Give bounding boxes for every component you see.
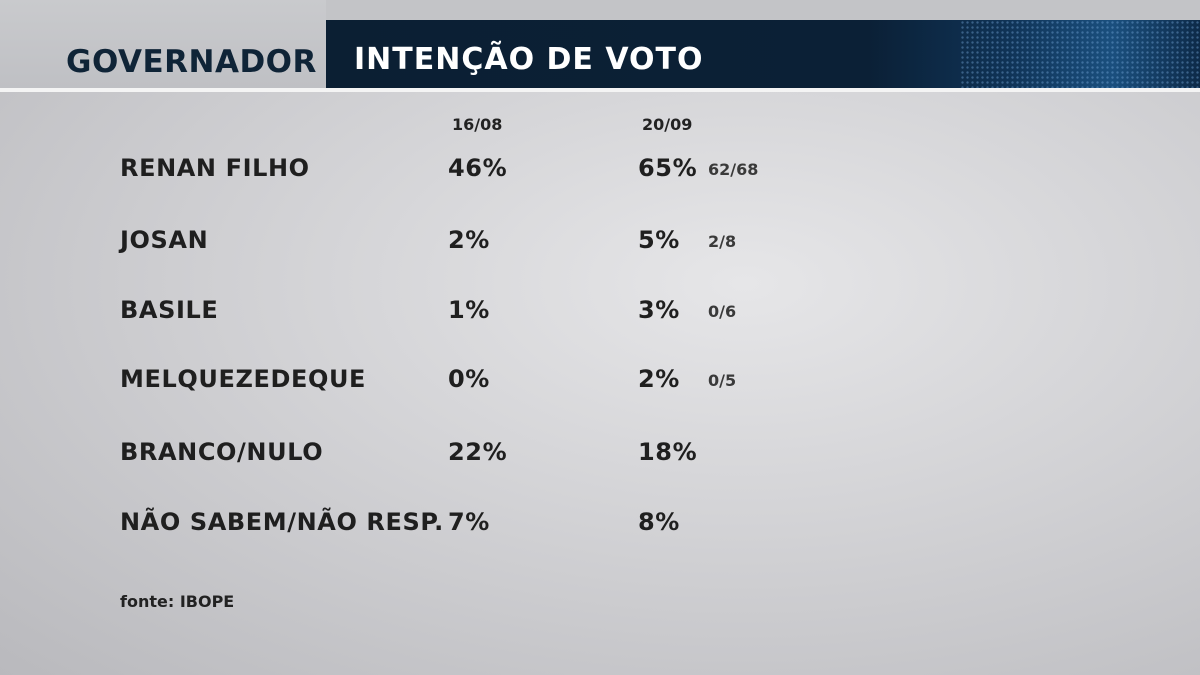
table-row: RENAN FILHO 46% 65% 62/68 bbox=[0, 154, 1200, 194]
value-16-08: 2% bbox=[448, 226, 490, 254]
value-20-09: 18% bbox=[638, 438, 698, 466]
value-16-08: 7% bbox=[448, 508, 490, 536]
value-20-09: 65% bbox=[638, 154, 698, 182]
value-20-09: 2% bbox=[638, 365, 680, 393]
source-note: fonte: IBOPE bbox=[120, 592, 235, 611]
candidate-name: BASILE bbox=[120, 296, 219, 324]
value-20-09: 5% bbox=[638, 226, 680, 254]
candidate-name: NÃO SABEM/NÃO RESP. bbox=[120, 508, 444, 536]
candidate-name: MELQUEZEDEQUE bbox=[120, 365, 367, 393]
margin-range: 2/8 bbox=[708, 232, 737, 251]
column-header-20-09: 20/09 bbox=[642, 115, 693, 134]
table-row: JOSAN 2% 5% 2/8 bbox=[0, 226, 1200, 266]
value-20-09: 3% bbox=[638, 296, 680, 324]
margin-range: 62/68 bbox=[708, 160, 759, 179]
table-row: MELQUEZEDEQUE 0% 2% 0/5 bbox=[0, 365, 1200, 405]
decorative-dot-pattern bbox=[960, 20, 1200, 88]
value-16-08: 0% bbox=[448, 365, 490, 393]
value-16-08: 46% bbox=[448, 154, 508, 182]
table-row: NÃO SABEM/NÃO RESP. 7% 8% bbox=[0, 508, 1200, 548]
value-16-08: 1% bbox=[448, 296, 490, 324]
candidate-name: JOSAN bbox=[120, 226, 209, 254]
table-row: BRANCO/NULO 22% 18% bbox=[0, 438, 1200, 478]
margin-range: 0/6 bbox=[708, 302, 737, 321]
column-header-16-08: 16/08 bbox=[452, 115, 503, 134]
candidate-name: RENAN FILHO bbox=[120, 154, 310, 182]
header-title: GOVERNADOR bbox=[66, 44, 317, 80]
header-title-panel: GOVERNADOR bbox=[0, 0, 326, 88]
header-subtitle: INTENÇÃO DE VOTO bbox=[354, 42, 704, 77]
value-20-09: 8% bbox=[638, 508, 680, 536]
candidate-name: BRANCO/NULO bbox=[120, 438, 324, 466]
header-bar: GOVERNADOR INTENÇÃO DE VOTO bbox=[0, 0, 1200, 92]
margin-range: 0/5 bbox=[708, 371, 737, 390]
header-subtitle-panel: INTENÇÃO DE VOTO bbox=[326, 20, 1200, 88]
table-row: BASILE 1% 3% 0/6 bbox=[0, 296, 1200, 336]
value-16-08: 22% bbox=[448, 438, 508, 466]
